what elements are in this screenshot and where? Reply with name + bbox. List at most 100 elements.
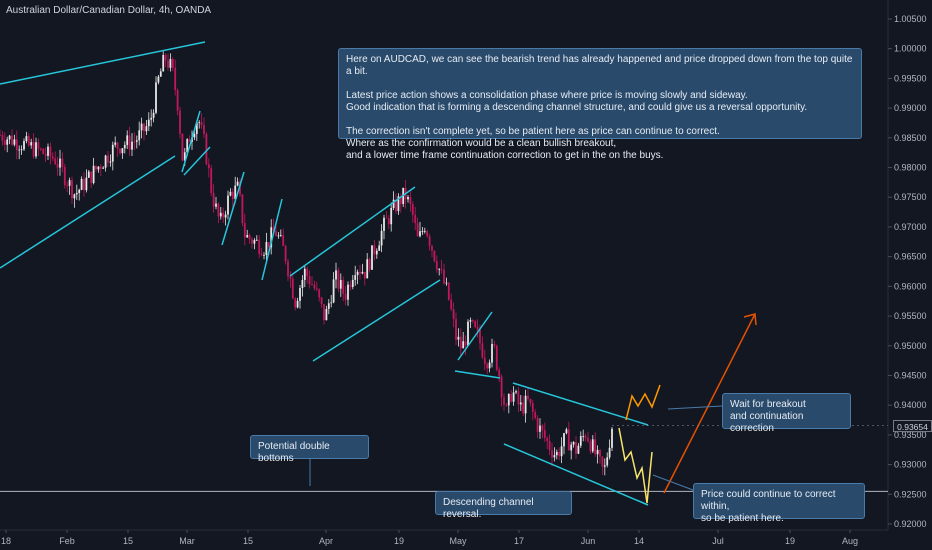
candle-body — [104, 155, 107, 168]
candle-body — [128, 135, 131, 150]
candle-body — [575, 442, 577, 454]
y-tick-label: 0.96500 — [894, 252, 927, 262]
channel-reversal-note[interactable]: Descending channel reversal. — [435, 491, 572, 520]
candle-body — [210, 168, 213, 194]
candle-body — [356, 271, 359, 276]
y-tick-label: 0.94500 — [894, 370, 927, 380]
x-tick-label: 15 — [123, 536, 133, 546]
breakout-note[interactable]: Wait for breakout and continuation corre… — [722, 393, 851, 434]
candle-body — [291, 278, 294, 299]
candle-body — [512, 392, 515, 402]
y-tick-label: 0.98500 — [894, 133, 927, 143]
candle-body — [606, 457, 609, 466]
projection-wave-down — [618, 427, 653, 504]
candle-body — [541, 425, 544, 431]
candle-body — [474, 321, 477, 327]
current-price-tag: 0.93654 — [893, 420, 932, 432]
x-tick-label: Jun — [581, 536, 596, 546]
candle-body — [527, 395, 529, 399]
x-tick-label: May — [449, 536, 467, 546]
candle-body — [419, 231, 421, 237]
candle-body — [414, 214, 417, 224]
candle-body — [522, 402, 525, 414]
candle-body — [85, 177, 88, 191]
candle-body — [380, 230, 383, 246]
candle-body — [39, 148, 42, 150]
candle-body — [308, 276, 311, 285]
trendline — [183, 146, 211, 176]
candle-body — [318, 289, 321, 298]
candle-body — [169, 59, 172, 68]
candle-body — [507, 394, 510, 406]
candle-body — [251, 239, 253, 244]
x-tick-label: Apr — [319, 536, 333, 546]
candle-body — [71, 180, 73, 199]
candle-body — [361, 271, 364, 274]
candle-body — [529, 398, 532, 404]
x-tick-label: 18 — [1, 536, 11, 546]
candle-body — [582, 436, 585, 437]
candle-body — [27, 136, 30, 146]
candle-body — [248, 234, 251, 240]
candle-body — [397, 196, 400, 212]
x-tick-label: 15 — [243, 536, 253, 546]
candle-body — [92, 165, 95, 183]
candle-body — [109, 161, 112, 163]
x-tick-label: Aug — [842, 536, 858, 546]
candle-body — [131, 141, 133, 150]
candle-body — [289, 276, 292, 279]
candle-body — [335, 270, 337, 280]
trendline — [512, 382, 649, 426]
candle-body — [349, 284, 352, 287]
candle-body — [596, 449, 599, 455]
candle-body — [135, 140, 138, 142]
candle-body — [63, 167, 66, 186]
candle-body — [277, 235, 280, 237]
candle-body — [572, 442, 575, 445]
candle-body — [255, 239, 258, 241]
candle-body — [416, 223, 419, 237]
candle-body — [59, 158, 61, 168]
candle-body — [159, 71, 162, 77]
candle-body — [483, 357, 486, 365]
candle-body — [467, 321, 469, 346]
candle-body — [311, 284, 313, 286]
candle-body — [68, 180, 71, 186]
candle-body — [555, 451, 558, 456]
candle-body — [457, 336, 460, 340]
candle-body — [303, 268, 306, 280]
candle-body — [99, 166, 102, 169]
candle-body — [25, 136, 28, 142]
candle-body — [162, 54, 165, 72]
trendline — [181, 110, 201, 173]
candle-body — [279, 235, 282, 236]
candle-body — [428, 236, 431, 246]
candle-body — [510, 394, 513, 402]
main-analysis-note[interactable]: Here on AUDCAD, we can see the bearish t… — [338, 48, 862, 161]
candle-body — [536, 417, 539, 432]
candle-body — [301, 279, 304, 289]
candle-body — [371, 245, 373, 270]
candle-body — [90, 171, 93, 183]
candle-body — [111, 144, 114, 162]
candle-body — [387, 218, 390, 225]
candle-body — [44, 153, 47, 156]
double-bottom-note[interactable]: Potential double bottoms — [250, 435, 369, 464]
candle-body — [517, 391, 520, 405]
candle-body — [351, 279, 354, 287]
candle-body — [97, 166, 100, 170]
x-tick-label: 17 — [514, 536, 524, 546]
candle-body — [174, 67, 177, 91]
candle-body — [332, 279, 335, 303]
candle-body — [37, 142, 40, 149]
candle-body — [119, 148, 121, 154]
correction-note[interactable]: Price could continue to correct within, … — [693, 483, 865, 524]
trendline — [454, 370, 501, 379]
candle-body — [611, 428, 613, 448]
candle-body — [495, 345, 498, 370]
candle-body — [476, 326, 479, 330]
candle-body — [54, 158, 57, 164]
candle-body — [601, 456, 604, 467]
candle-body — [565, 429, 568, 434]
